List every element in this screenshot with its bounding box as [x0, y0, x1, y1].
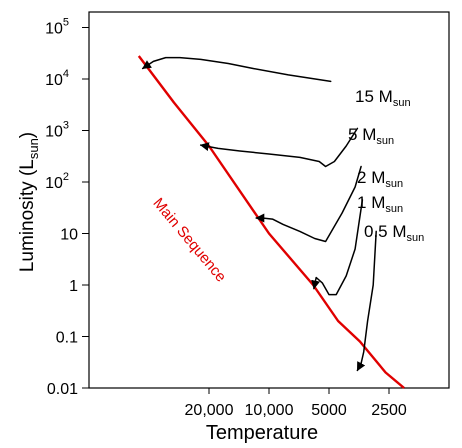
y-axis-label-sub: sun [26, 138, 41, 159]
y-tick-label-base: 10 [45, 21, 63, 38]
y-tick-label: 105 [45, 17, 69, 38]
track-label-5-sub: sun [376, 135, 394, 147]
y-tick-label-exp: 4 [63, 68, 69, 80]
svg-text:1 Msun: 1 Msun [357, 193, 403, 215]
evolution-track-15 [141, 56, 332, 83]
y-tick-label-base: 10 [45, 72, 63, 89]
track-label-15-unit: M [379, 87, 393, 106]
y-axis-label-main: Luminosity (L [17, 159, 38, 272]
y-tick-label-base: 10 [45, 124, 63, 141]
svg-text:2 Msun: 2 Msun [357, 168, 403, 190]
y-tick-label-exp: 5 [63, 17, 69, 29]
track-label-2-mass: 2 [357, 168, 366, 187]
y-tick-label: 103 [45, 120, 69, 141]
svg-text:15 Msun: 15 Msun [355, 87, 411, 109]
y-tick-label-base: 10 [45, 175, 63, 192]
track-label-1-unit: M [371, 193, 385, 212]
track-label-5-unit: M [362, 125, 376, 144]
plot-frame [88, 11, 450, 389]
y-tick-label: 104 [45, 68, 69, 89]
y-tick-label: 1 [69, 278, 78, 295]
y-tick-label-base: 0.01 [47, 381, 78, 398]
y-tick-label: 0.1 [56, 330, 78, 347]
track-label-0-5: 0.5 Msun [364, 222, 424, 244]
evolution-track-5 [199, 127, 359, 168]
svg-text:0.5 Msun: 0.5 Msun [364, 222, 424, 244]
y-tick-label-base: 0.1 [56, 330, 78, 347]
x-axis-label: Temperature [206, 422, 318, 444]
track-label-15-mass: 15 [355, 87, 374, 106]
track-label-5: 5 Msun [348, 125, 394, 147]
track-label-2: 2 Msun [357, 168, 403, 190]
y-tick-label-base: 10 [60, 227, 78, 244]
evolution-track-2 [255, 165, 362, 243]
y-tick-label-exp: 2 [63, 171, 69, 183]
x-tick-label: 5000 [311, 402, 347, 419]
y-tick-label: 10 [60, 227, 78, 244]
x-tick-label: 20,000 [185, 402, 234, 419]
x-tick-label: 10,000 [245, 402, 294, 419]
track-label-2-unit: M [371, 168, 385, 187]
x-axis-ticks: 20,000 10,000 5000 2500 [185, 388, 407, 419]
track-label-0-5-mass: 0.5 [364, 222, 388, 241]
evolution-track-0-5 [356, 230, 377, 372]
track-label-5-mass: 5 [348, 125, 357, 144]
track-label-15-sub: sun [393, 97, 411, 109]
track-label-2-sub: sun [385, 178, 403, 190]
track-label-1: 1 Msun [357, 193, 403, 215]
y-tick-label: 0.01 [47, 381, 78, 398]
y-tick-label-exp: 3 [63, 120, 69, 132]
svg-text:5 Msun: 5 Msun [348, 125, 394, 147]
y-tick-label-base: 1 [69, 278, 78, 295]
track-label-0-5-unit: M [392, 222, 406, 241]
track-label-1-sub: sun [385, 203, 403, 215]
track-label-15: 15 Msun [355, 87, 411, 109]
evolution-track-1 [311, 199, 364, 296]
y-axis-label: Luminosity (Lsun) [17, 132, 41, 272]
y-axis-label-close: ) [17, 132, 38, 138]
series-group [137, 55, 405, 389]
track-label-1-mass: 1 [357, 193, 366, 212]
x-tick-label: 2500 [371, 402, 407, 419]
y-tick-label: 102 [45, 171, 69, 192]
track-label-0-5-sub: sun [407, 232, 425, 244]
